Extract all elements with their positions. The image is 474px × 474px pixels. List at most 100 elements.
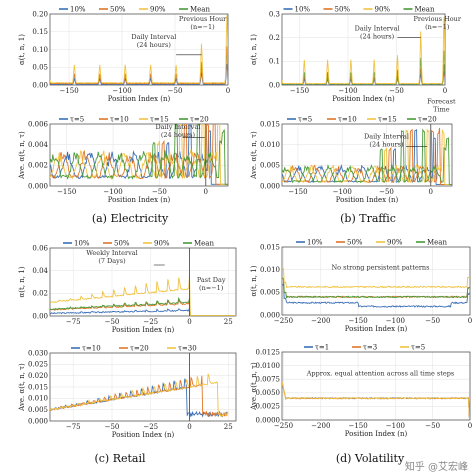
series-line-p50 bbox=[282, 277, 470, 299]
annotation: Daily Interval bbox=[131, 33, 176, 41]
x-axis-label: Position Index (n) bbox=[112, 431, 175, 439]
x-axis-label: Position Index (n) bbox=[108, 95, 171, 103]
annotation: (n=−1) bbox=[425, 23, 450, 31]
y-tick-label: 0.030 bbox=[28, 349, 48, 357]
legend-entry: Mean bbox=[194, 240, 214, 248]
legend-entry: τ=10 bbox=[110, 116, 129, 124]
y-tick-label: 0.005 bbox=[260, 289, 280, 297]
axes-frame bbox=[49, 247, 237, 317]
annotation: Previous Hour bbox=[179, 15, 227, 23]
panel-retail_top: 0.00 0.02 0.04 0.06 −75 −50 −25 0 25 Position Ind… bbox=[18, 240, 237, 334]
series-line-tau5 bbox=[50, 124, 228, 185]
y-tick-label: 0.015 bbox=[260, 120, 280, 128]
legend-entry: τ=15 bbox=[378, 116, 397, 124]
legend-entry: τ=5 bbox=[70, 116, 84, 124]
y-tick-label: 0.002 bbox=[28, 162, 48, 170]
legend-entry: τ=10 bbox=[338, 116, 357, 124]
legend-entry: 50% bbox=[114, 240, 130, 248]
y-tick-label: 0.02 bbox=[32, 290, 48, 298]
panel-retail_bot: 0.000 0.005 0.010 0.015 0.020 0.025 0.030 −75 −5… bbox=[18, 345, 237, 439]
y-tick-label: 0.0 bbox=[269, 81, 280, 89]
series-line-p10 bbox=[50, 63, 228, 85]
x-tick-label: −250 bbox=[274, 422, 293, 430]
y-tick-label: 0.00 bbox=[32, 312, 48, 320]
y-tick-label: 0.000 bbox=[28, 417, 48, 425]
legend-entry: 90% bbox=[154, 240, 170, 248]
series-line-tau30 bbox=[50, 373, 229, 418]
axes-frame bbox=[49, 123, 229, 187]
x-tick-label: 0 bbox=[468, 422, 472, 430]
annotation: Approx. equal attention across all time … bbox=[306, 369, 454, 377]
panel-caption: (b) Traffic bbox=[340, 212, 396, 225]
legend-entry: τ=10 bbox=[82, 345, 101, 353]
x-tick-label: 0 bbox=[443, 87, 447, 95]
legend-entry: 10% bbox=[307, 239, 323, 247]
panel-vol_bot: 0.0000 0.0025 0.0050 0.0075 0.0100 0.0125 −250… bbox=[250, 344, 472, 439]
y-tick-label: 0.025 bbox=[28, 361, 48, 369]
annotation: (24 hours) bbox=[360, 33, 395, 41]
x-tick-label: −100 bbox=[338, 87, 357, 95]
y-tick-label: 0.3 bbox=[269, 10, 280, 18]
x-tick-label: −75 bbox=[66, 318, 81, 326]
x-tick-label: 0 bbox=[187, 318, 191, 326]
annotation: (24 hours) bbox=[369, 140, 404, 148]
x-axis-label: Position Index (n) bbox=[336, 196, 399, 204]
x-tick-label: −250 bbox=[274, 317, 293, 325]
annotation: (24 hours) bbox=[161, 131, 196, 139]
series-line-mean bbox=[282, 278, 470, 299]
y-axis-label: Ave. α(t, n, τ) bbox=[250, 362, 258, 411]
x-tick-label: −50 bbox=[425, 317, 440, 325]
y-tick-label: 0.010 bbox=[28, 395, 48, 403]
y-tick-label: 0.0000 bbox=[256, 416, 281, 424]
legend-entry: 10% bbox=[74, 240, 90, 248]
x-tick-label: −200 bbox=[311, 422, 330, 430]
annotation: Daily Interval bbox=[355, 25, 400, 33]
y-tick-label: 0.005 bbox=[260, 162, 280, 170]
x-tick-label: 0 bbox=[187, 423, 191, 431]
y-tick-label: 0.000 bbox=[28, 182, 48, 190]
series-line-tauτ=1 bbox=[282, 381, 470, 418]
y-tick-label: 0.004 bbox=[28, 141, 49, 149]
series-line-mean bbox=[282, 50, 445, 85]
x-axis-label: Position Index (n) bbox=[345, 325, 408, 333]
panel-traffic_bot: 0.000 0.005 0.010 0.015 −150 −100 −50 0 Position… bbox=[250, 97, 456, 204]
x-tick-label: −50 bbox=[379, 188, 394, 196]
y-tick-label: 0.20 bbox=[32, 10, 48, 18]
x-tick-label: −150 bbox=[348, 317, 367, 325]
x-tick-label: −150 bbox=[57, 188, 76, 196]
y-tick-label: 0.04 bbox=[32, 267, 48, 275]
panel-elec_top: 0.00 0.05 0.10 0.15 0.20 −150 −100 −50 0 Position… bbox=[18, 6, 230, 104]
y-tick-label: 0.000 bbox=[260, 182, 280, 190]
y-tick-label: 0.05 bbox=[32, 64, 48, 72]
axes-frame bbox=[281, 123, 453, 187]
series-line-tauτ=5 bbox=[282, 381, 470, 418]
series-group bbox=[50, 275, 236, 316]
x-tick-label: −100 bbox=[386, 317, 405, 325]
x-axis-label: Position Index (n) bbox=[112, 326, 175, 334]
legend-entry: 90% bbox=[150, 6, 166, 14]
annotation: Forecast bbox=[427, 97, 456, 105]
legend-entry: τ=20 bbox=[418, 116, 437, 124]
x-tick-label: −100 bbox=[103, 188, 122, 196]
y-tick-label: 0.10 bbox=[32, 46, 48, 54]
series-group bbox=[282, 267, 470, 308]
y-tick-label: 0.06 bbox=[32, 244, 48, 252]
x-tick-label: 0 bbox=[226, 87, 230, 95]
panel-vol_top: 0.000 0.005 0.010 0.015 −250 −200 −150 −100 −50 0… bbox=[250, 239, 472, 334]
y-axis-label: α(t, n, 1) bbox=[18, 266, 26, 297]
legend-entry: τ=20 bbox=[130, 345, 149, 353]
legend-entry: τ=3 bbox=[363, 344, 377, 352]
legend-entry: τ=5 bbox=[411, 344, 425, 352]
legend-entry: 10% bbox=[295, 6, 311, 14]
annotation: (24 hours) bbox=[137, 41, 172, 49]
annotation: Daily Interval bbox=[364, 132, 409, 140]
panel-caption: (c) Retail bbox=[94, 452, 146, 465]
x-tick-label: 0 bbox=[429, 188, 433, 196]
y-tick-label: 0.0025 bbox=[256, 403, 281, 411]
series-line-tau20 bbox=[50, 375, 229, 418]
y-tick-label: 0.006 bbox=[28, 120, 49, 128]
annotation: Daily Interval bbox=[155, 123, 200, 131]
legend-entry: τ=1 bbox=[315, 344, 329, 352]
y-tick-label: 0.00 bbox=[32, 81, 48, 89]
